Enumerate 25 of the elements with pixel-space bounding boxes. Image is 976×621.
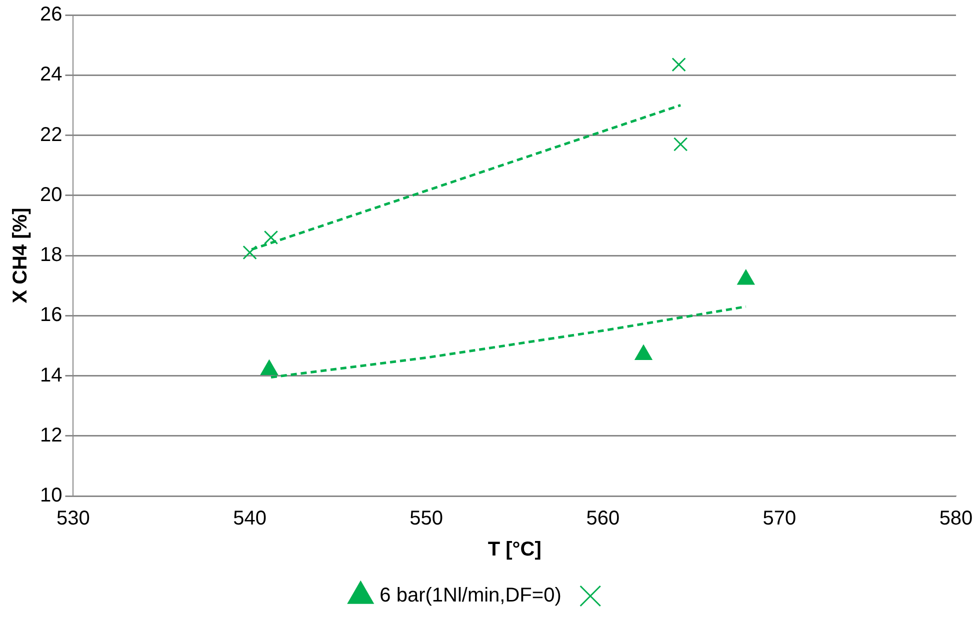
y-tick-label: 14 <box>40 364 62 386</box>
point <box>264 230 278 245</box>
legend-label: 6 bar(1Nl/min,DF=0) <box>380 584 562 607</box>
point <box>634 344 652 360</box>
y-tick-label: 22 <box>40 124 62 146</box>
x-tick-label: 560 <box>586 508 620 530</box>
x-tick-label: 530 <box>56 508 90 530</box>
x-tick-label: 580 <box>939 508 973 530</box>
point <box>672 57 686 72</box>
y-tick-label: 24 <box>40 64 62 86</box>
point <box>260 360 278 375</box>
point <box>673 137 688 152</box>
point <box>242 245 257 260</box>
y-tick-label: 18 <box>40 244 62 266</box>
x-axis-title: T [°C] <box>488 538 542 561</box>
x-tick-label: 570 <box>762 508 796 530</box>
y-axis-title: X CH4 [%] <box>10 208 32 304</box>
y-tick-label: 16 <box>40 304 62 326</box>
x-tick-label: 550 <box>410 508 444 530</box>
y-tick-label: 10 <box>40 484 62 507</box>
point <box>737 270 754 285</box>
y-tick-label: 20 <box>40 184 62 206</box>
x-tick-label: 540 <box>233 508 266 530</box>
y-tick-label: 26 <box>40 4 62 26</box>
y-tick-label: 12 <box>40 424 62 446</box>
